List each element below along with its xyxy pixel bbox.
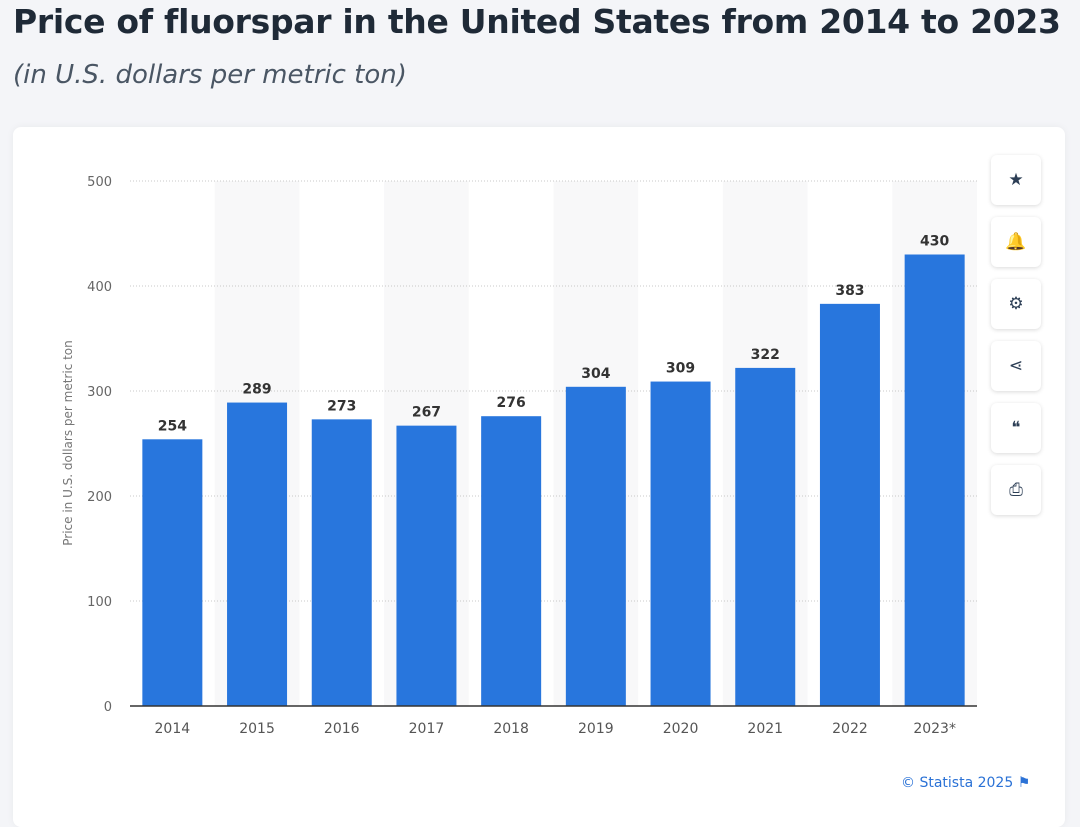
x-tick-label: 2020	[663, 721, 699, 737]
star-button[interactable]: ★	[991, 155, 1041, 205]
bell-icon: 🔔	[1005, 232, 1027, 252]
page-title: Price of fluorspar in the United States …	[13, 2, 1061, 41]
bar	[650, 381, 711, 706]
data-label: 309	[666, 361, 695, 377]
data-label: 383	[835, 283, 864, 299]
bar-chart: 0 100 200 300 400 500 254 2014 289 2015 273 2016 267…	[61, 175, 977, 737]
bar	[904, 254, 965, 706]
data-label: 267	[412, 405, 441, 421]
y-tick-label: 0	[104, 700, 112, 715]
bar	[311, 419, 372, 706]
data-label: 430	[920, 234, 949, 250]
bar	[396, 425, 457, 706]
bar	[481, 416, 542, 706]
bar	[735, 367, 796, 706]
y-tick-label: 100	[87, 595, 112, 610]
x-tick-label: 2014	[155, 721, 191, 737]
quote-icon: ❝	[1011, 418, 1021, 438]
bar	[142, 439, 203, 706]
gear-icon: ⚙	[1008, 294, 1024, 314]
share-button[interactable]: ⋖	[991, 341, 1041, 391]
y-axis-label: Price in U.S. dollars per metric ton	[61, 340, 75, 546]
share-icon: ⋖	[1008, 356, 1024, 376]
data-label: 276	[497, 395, 526, 411]
bar	[565, 386, 626, 706]
print-button[interactable]: ⎙	[991, 465, 1041, 515]
data-label: 289	[242, 382, 271, 398]
data-label: 273	[327, 398, 356, 414]
bar	[227, 402, 288, 706]
star-icon: ★	[1008, 170, 1024, 190]
data-label: 322	[751, 347, 780, 363]
x-tick-label: 2016	[324, 721, 360, 737]
x-tick-label: 2017	[409, 721, 445, 737]
y-tick-label: 400	[87, 280, 112, 295]
y-tick-label: 500	[87, 175, 112, 190]
page-subtitle: (in U.S. dollars per metric ton)	[13, 60, 407, 90]
x-tick-label: 2021	[747, 721, 783, 737]
print-icon: ⎙	[1009, 480, 1023, 500]
y-tick-label: 300	[87, 385, 112, 400]
bell-button[interactable]: 🔔	[991, 217, 1041, 267]
x-tick-label: 2022	[832, 721, 868, 737]
statista-credit[interactable]: © Statista 2025 ⚑	[901, 775, 1031, 791]
flag-icon: ⚑	[1017, 775, 1031, 791]
x-tick-label: 2019	[578, 721, 614, 737]
x-tick-label: 2023*	[913, 721, 956, 737]
quote-button[interactable]: ❝	[991, 403, 1041, 453]
x-tick-label: 2018	[493, 721, 529, 737]
gear-button[interactable]: ⚙	[991, 279, 1041, 329]
y-tick-label: 200	[87, 490, 112, 505]
x-tick-label: 2015	[239, 721, 275, 737]
bar	[819, 303, 880, 706]
data-label: 304	[581, 366, 610, 382]
data-label: 254	[158, 418, 187, 434]
